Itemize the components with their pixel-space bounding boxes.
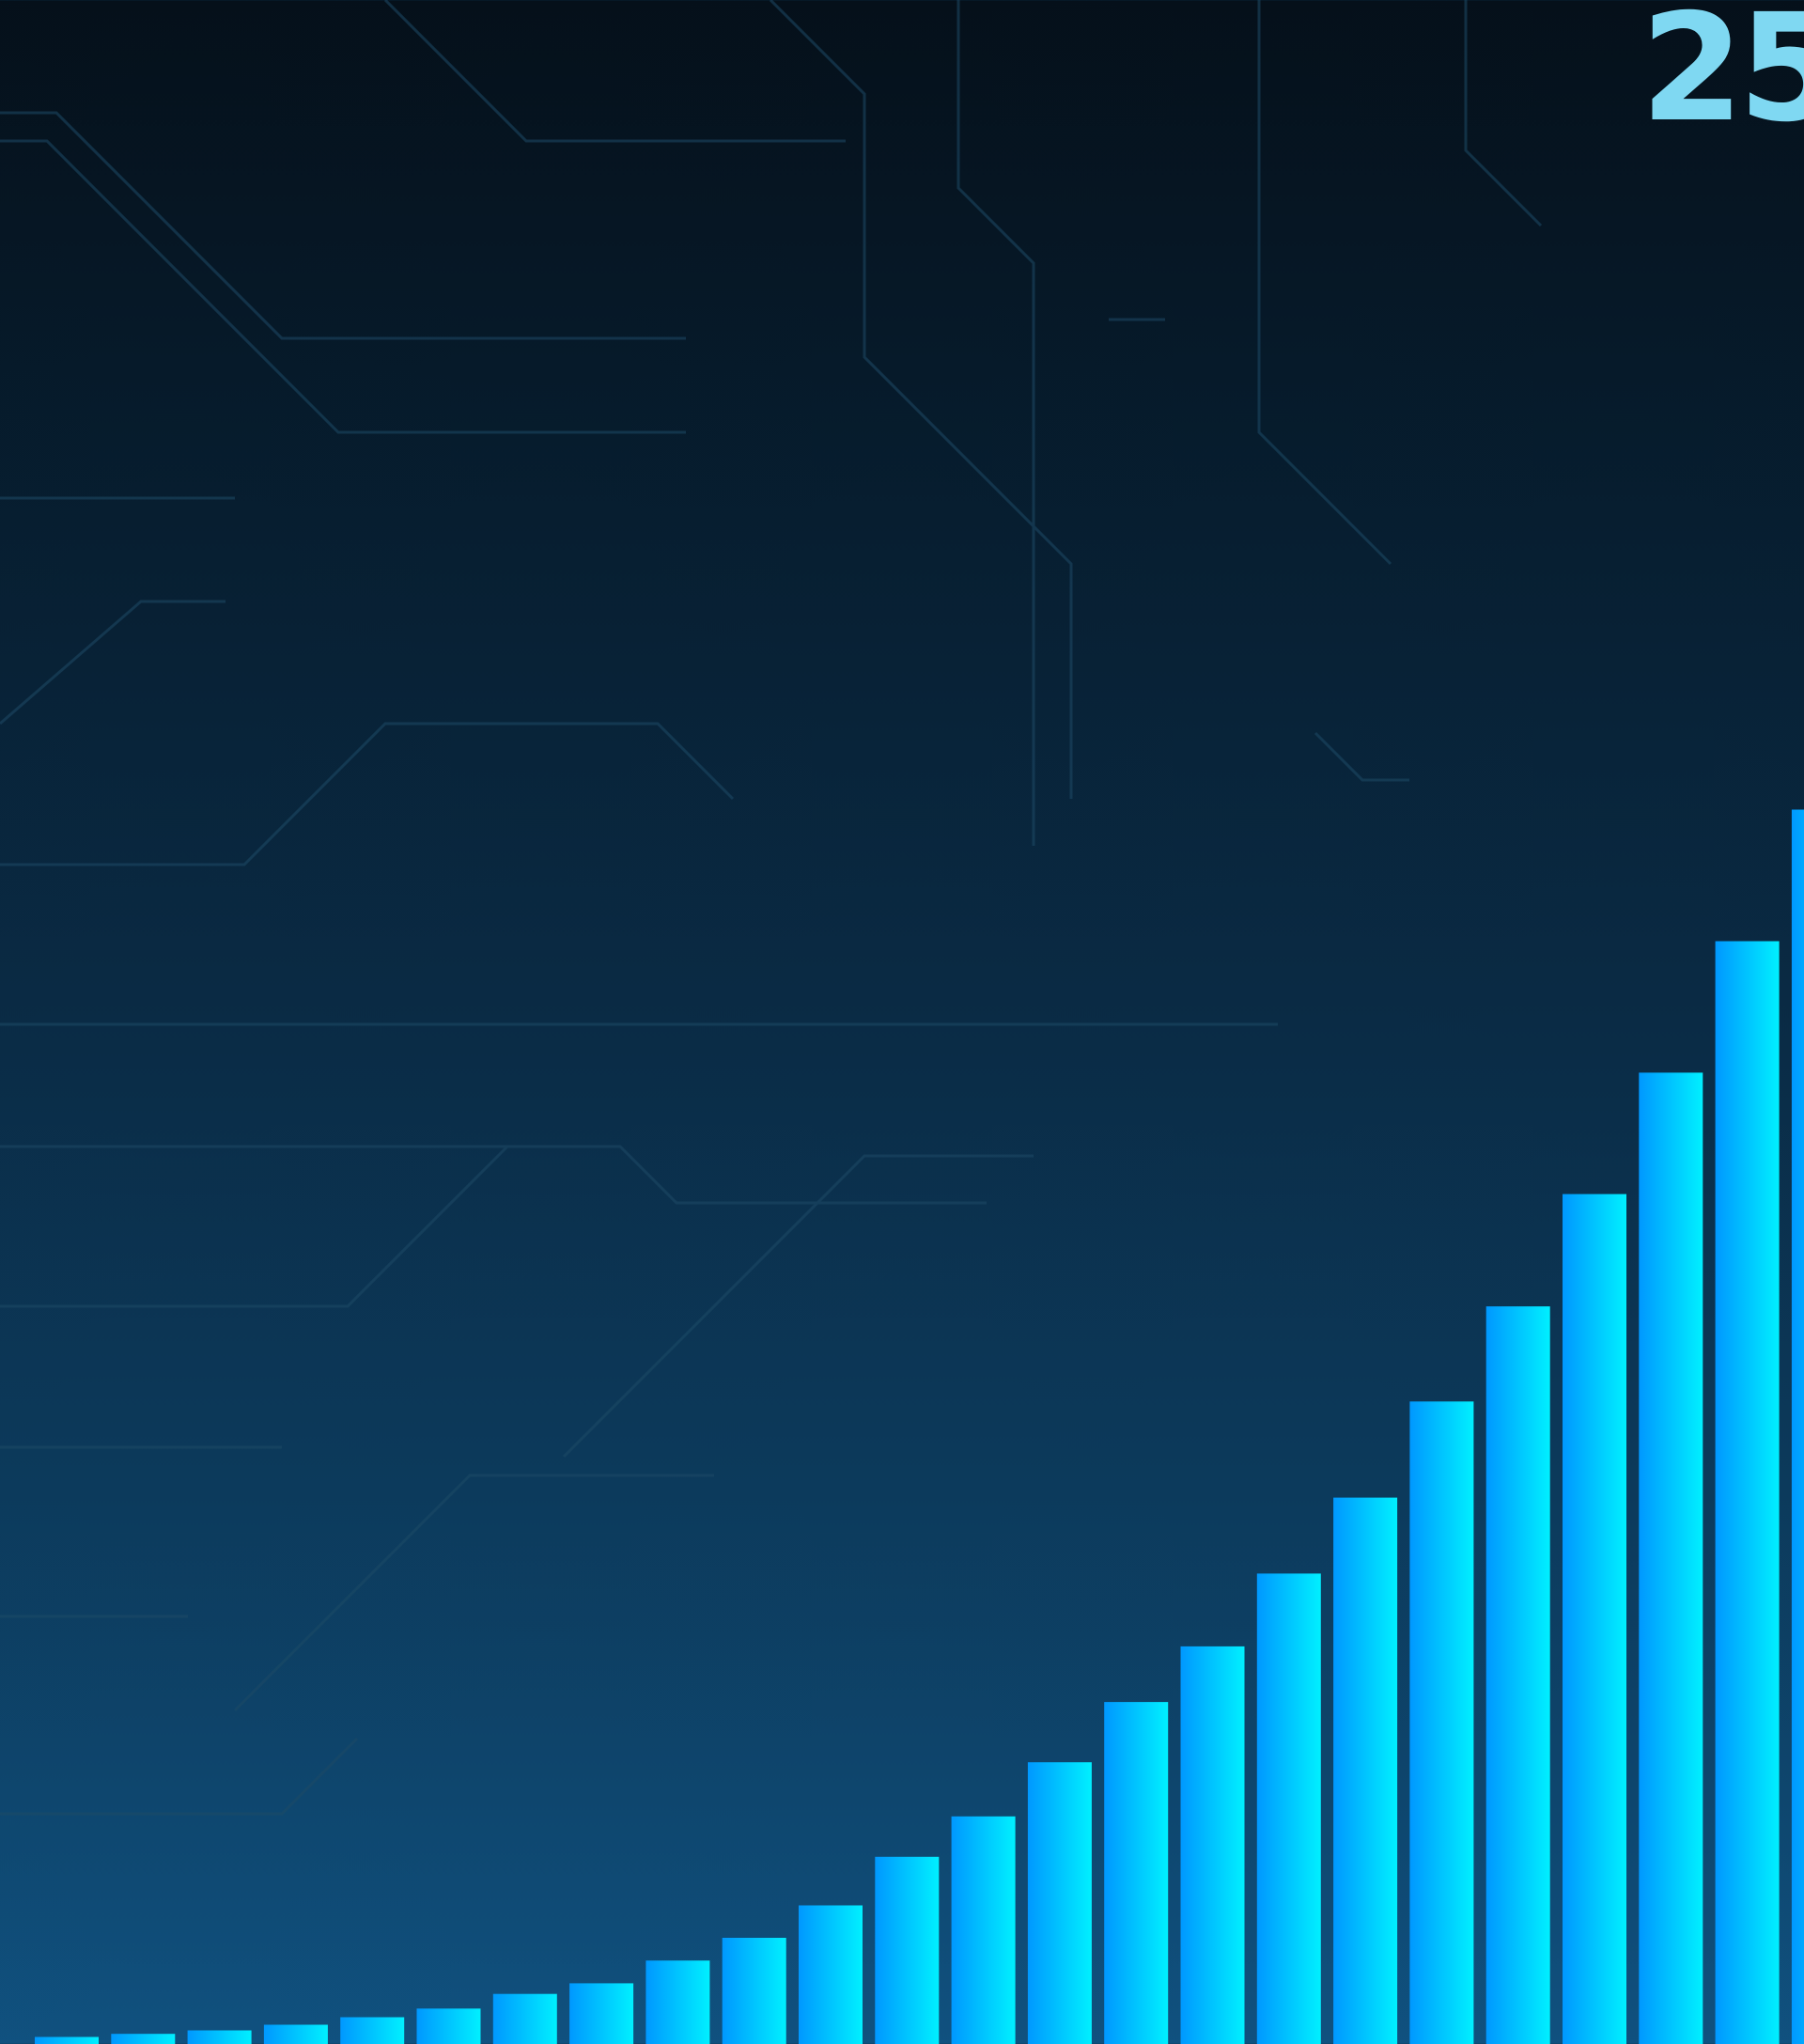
bar-14: [1027, 1762, 1092, 2044]
bar-9: [645, 1960, 710, 2044]
bar-4: [263, 2024, 328, 2044]
bar-3: [187, 2030, 252, 2044]
bar-19: [1409, 1401, 1474, 2044]
bar-11: [799, 1905, 863, 2044]
bar-8: [569, 1983, 634, 2044]
bar-15: [1104, 1702, 1169, 2044]
bar-23: [1715, 941, 1780, 2044]
bar-13: [951, 1816, 1016, 2044]
bars: [35, 809, 1804, 2044]
bar-20: [1485, 1306, 1550, 2044]
bar-24: [1791, 809, 1804, 2044]
bar-7: [492, 1993, 557, 2044]
bar-22: [1639, 1072, 1703, 2044]
bar-10: [722, 1938, 786, 2044]
bar-2: [111, 2034, 176, 2044]
bar-17: [1256, 1573, 1321, 2044]
bar-6: [416, 2008, 481, 2044]
bar-16: [1180, 1646, 1245, 2044]
circuit-background: [0, 0, 1543, 1816]
top-value-label: 25: [1641, 0, 1804, 155]
bar-18: [1333, 1497, 1398, 2044]
bar-1: [35, 2036, 99, 2044]
bar-12: [875, 1856, 940, 2044]
bar-5: [340, 2017, 405, 2044]
bar-21: [1563, 1194, 1626, 2044]
